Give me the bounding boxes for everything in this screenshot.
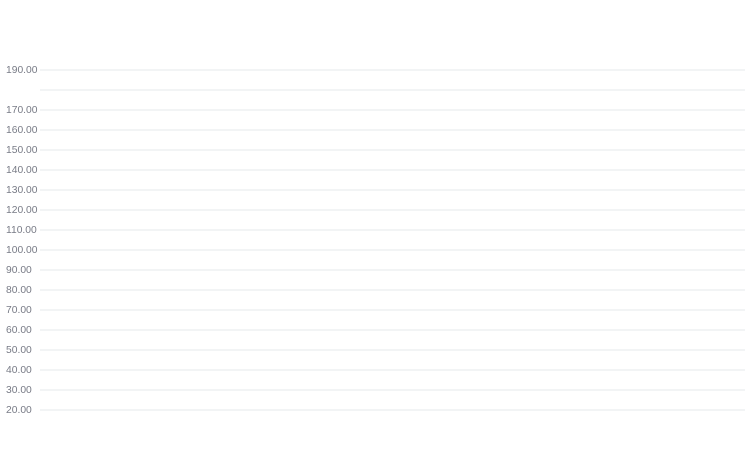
svg-text:170.00: 170.00 bbox=[6, 105, 38, 116]
svg-text:50.00: 50.00 bbox=[6, 345, 32, 356]
svg-text:60.00: 60.00 bbox=[6, 325, 32, 336]
svg-text:30.00: 30.00 bbox=[6, 385, 32, 396]
svg-text:110.00: 110.00 bbox=[6, 225, 37, 236]
svg-text:140.00: 140.00 bbox=[6, 165, 38, 176]
svg-text:150.00: 150.00 bbox=[6, 145, 38, 156]
svg-text:80.00: 80.00 bbox=[6, 285, 32, 296]
svg-text:100.00: 100.00 bbox=[6, 245, 38, 256]
svg-text:70.00: 70.00 bbox=[6, 305, 32, 316]
svg-text:20.00: 20.00 bbox=[6, 405, 32, 416]
svg-text:90.00: 90.00 bbox=[6, 265, 32, 276]
svg-text:40.00: 40.00 bbox=[6, 365, 32, 376]
svg-text:120.00: 120.00 bbox=[6, 205, 38, 216]
svg-text:190.00: 190.00 bbox=[6, 65, 38, 76]
svg-text:160.00: 160.00 bbox=[6, 125, 38, 136]
svg-text:130.00: 130.00 bbox=[6, 185, 38, 196]
